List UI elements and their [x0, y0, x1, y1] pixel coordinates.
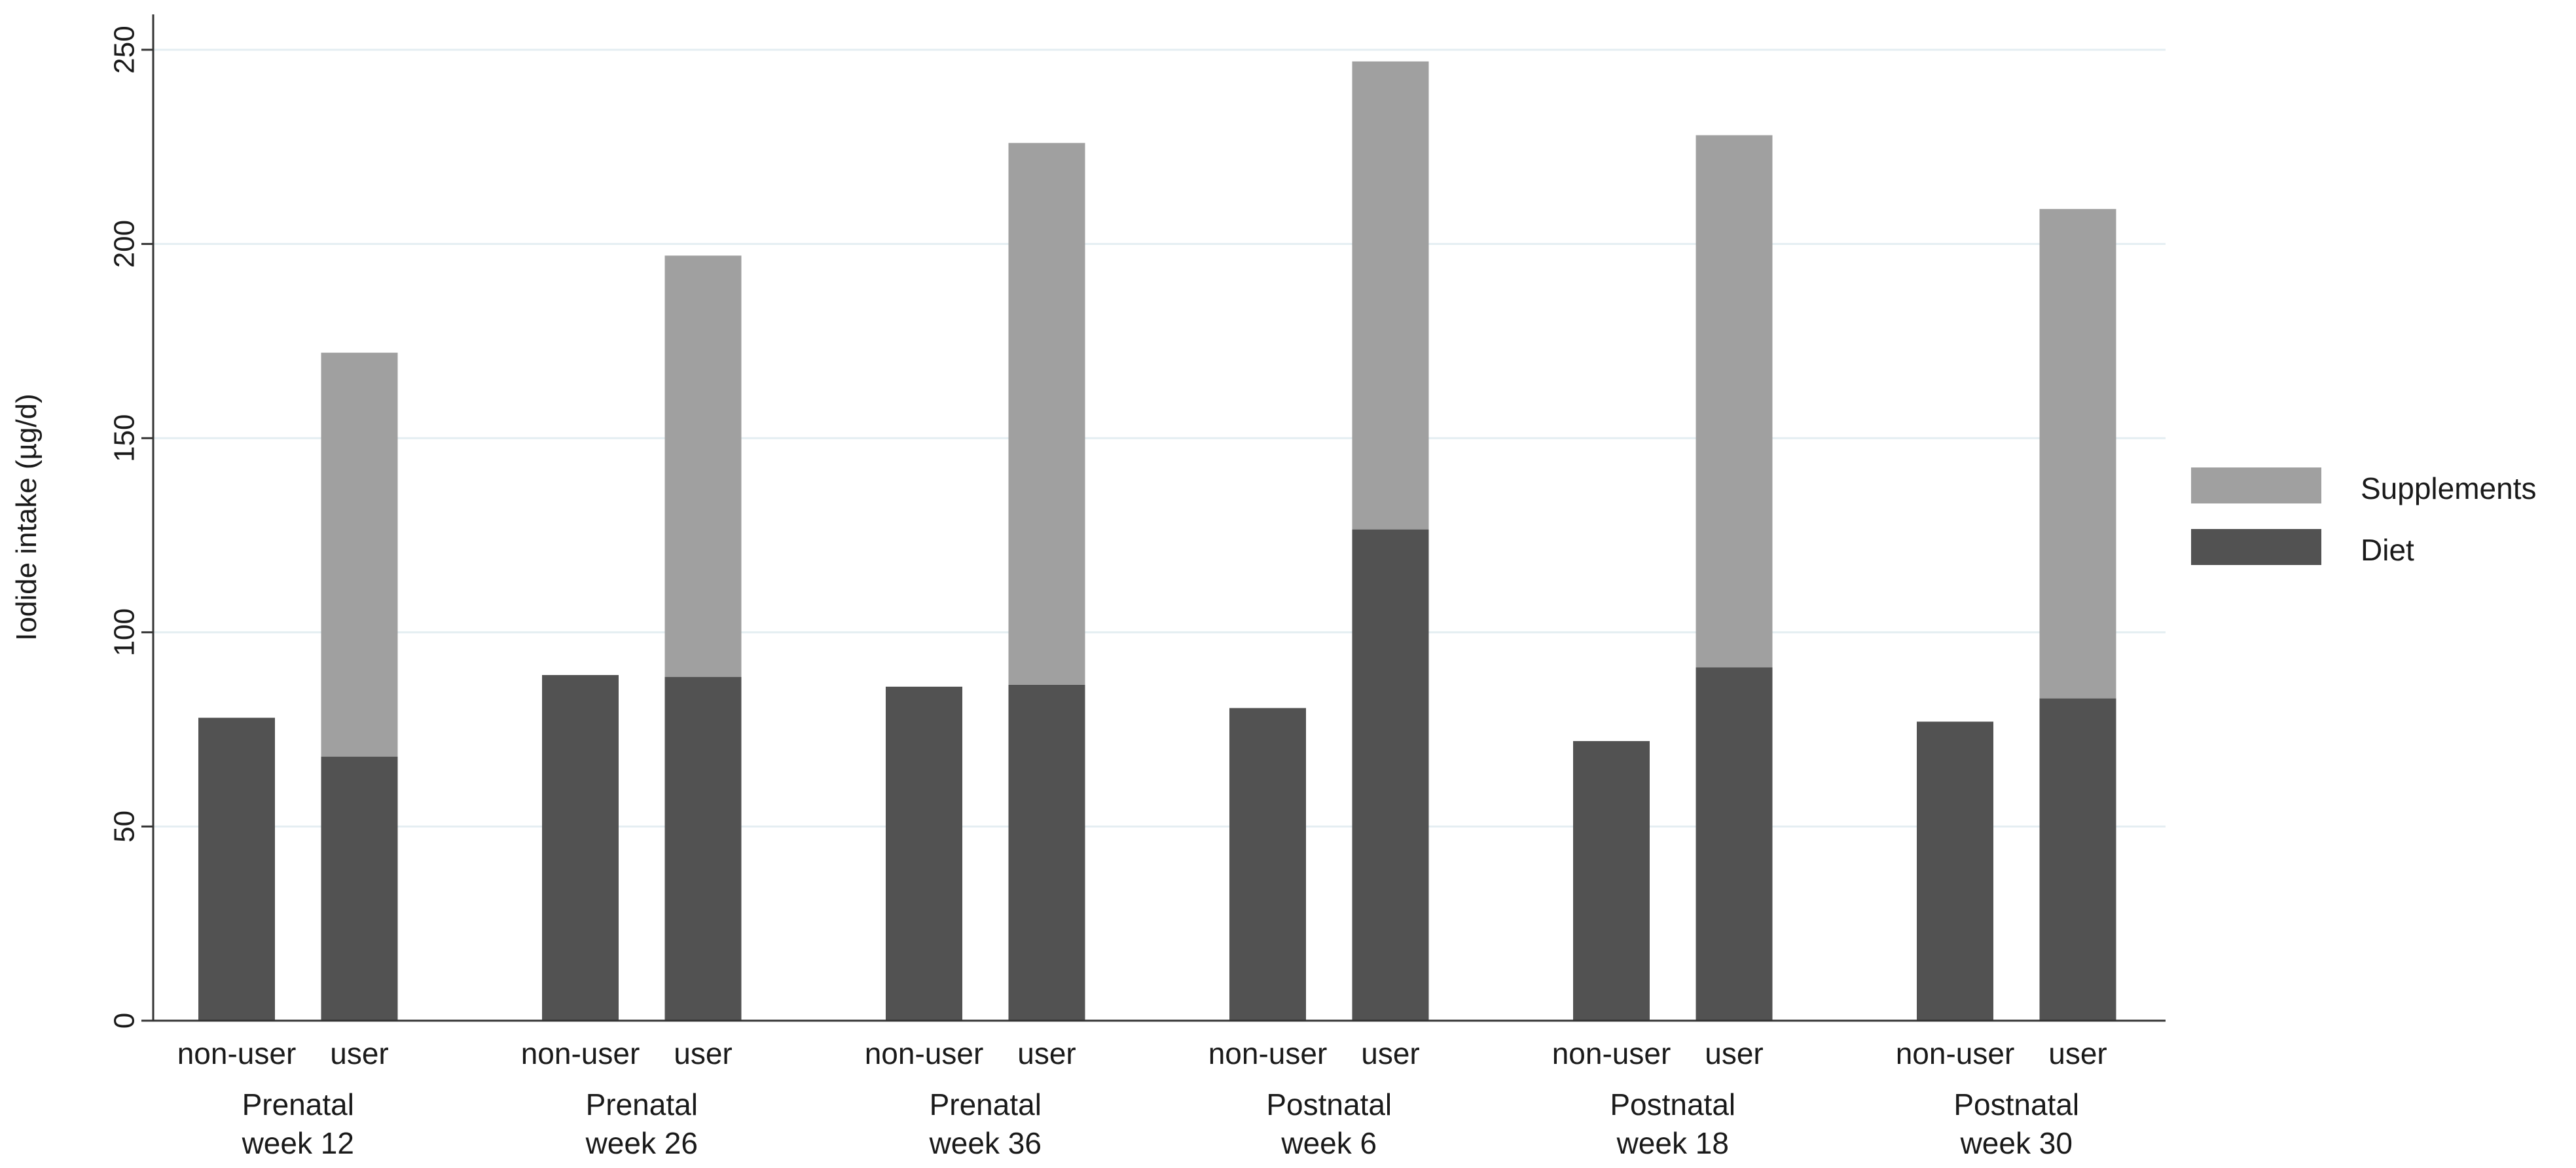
bar-diet — [321, 756, 398, 1021]
bar-category-label: non-user — [1896, 1036, 2015, 1070]
group-label-line1: Prenatal — [586, 1087, 698, 1122]
bar-supplements — [1352, 61, 1429, 530]
bar-supplements — [321, 352, 398, 757]
bar-category-label: non-user — [521, 1036, 640, 1070]
bar-supplements — [664, 255, 742, 678]
bars — [198, 61, 2116, 1021]
group-label-line1: Prenatal — [242, 1087, 354, 1122]
bar-diet — [1696, 667, 1773, 1021]
bar-diet — [1352, 529, 1429, 1021]
legend-swatch-diet — [2191, 529, 2321, 565]
y-tick-label: 200 — [108, 220, 140, 268]
bar-category-label: non-user — [1552, 1036, 1671, 1070]
y-axis-title: Iodide intake (µg/d) — [10, 393, 43, 641]
bar-diet — [198, 718, 275, 1021]
axes — [152, 14, 2166, 1022]
bar-diet — [1008, 684, 1085, 1021]
group-label-line2: week 30 — [1960, 1126, 2073, 1160]
bar-category-label: non-user — [865, 1036, 984, 1070]
bar-diet — [1917, 721, 1993, 1021]
group-label-line1: Postnatal — [1266, 1087, 1392, 1122]
bar-supplements — [1696, 135, 1773, 668]
bar-diet — [1573, 740, 1650, 1021]
bar-category-label: user — [1705, 1036, 1763, 1070]
bar-diet — [2039, 698, 2116, 1021]
group-label-line2: week 18 — [1616, 1126, 1729, 1160]
group-label-line2: week 12 — [242, 1126, 354, 1160]
bar-category-label: user — [1017, 1036, 1076, 1070]
y-ticks: 0 50 100 150 200 250 — [108, 26, 153, 1029]
bar-supplements — [2039, 209, 2116, 699]
legend-swatch-supplements — [2191, 467, 2321, 503]
bar-category-label: user — [1361, 1036, 1419, 1070]
bar-category-label: user — [330, 1036, 388, 1070]
bar-category-label: user — [2048, 1036, 2107, 1070]
group-label-line2: week 36 — [929, 1126, 1042, 1160]
bar-diet — [664, 677, 742, 1021]
gridlines — [153, 48, 2166, 828]
group-label-line1: Prenatal — [930, 1087, 1042, 1122]
bar-diet — [1229, 708, 1306, 1021]
group-label-line1: Postnatal — [1610, 1087, 1735, 1122]
bar-supplements — [1008, 143, 1085, 685]
x-labels: non-user user Prenatal week 12 non-user user P… — [177, 1036, 2107, 1160]
group-label-line2: week 26 — [585, 1126, 698, 1160]
bar-category-label: non-user — [177, 1036, 297, 1070]
y-tick-label: 0 — [108, 1013, 140, 1029]
bar-category-label: non-user — [1208, 1036, 1328, 1070]
group-label-line1: Postnatal — [1953, 1087, 2079, 1122]
legend-label-diet: Diet — [2361, 533, 2414, 567]
y-tick-label: 150 — [108, 414, 140, 462]
y-tick-label: 100 — [108, 608, 140, 656]
bar-diet — [886, 686, 962, 1021]
y-tick-label: 50 — [108, 811, 140, 843]
legend-label-supplements: Supplements — [2361, 471, 2537, 505]
bar-diet — [542, 675, 619, 1021]
group-label-line2: week 6 — [1280, 1126, 1377, 1160]
bar-category-label: user — [674, 1036, 732, 1070]
legend: Supplements Diet — [2191, 467, 2537, 567]
y-tick-label: 250 — [108, 26, 140, 73]
